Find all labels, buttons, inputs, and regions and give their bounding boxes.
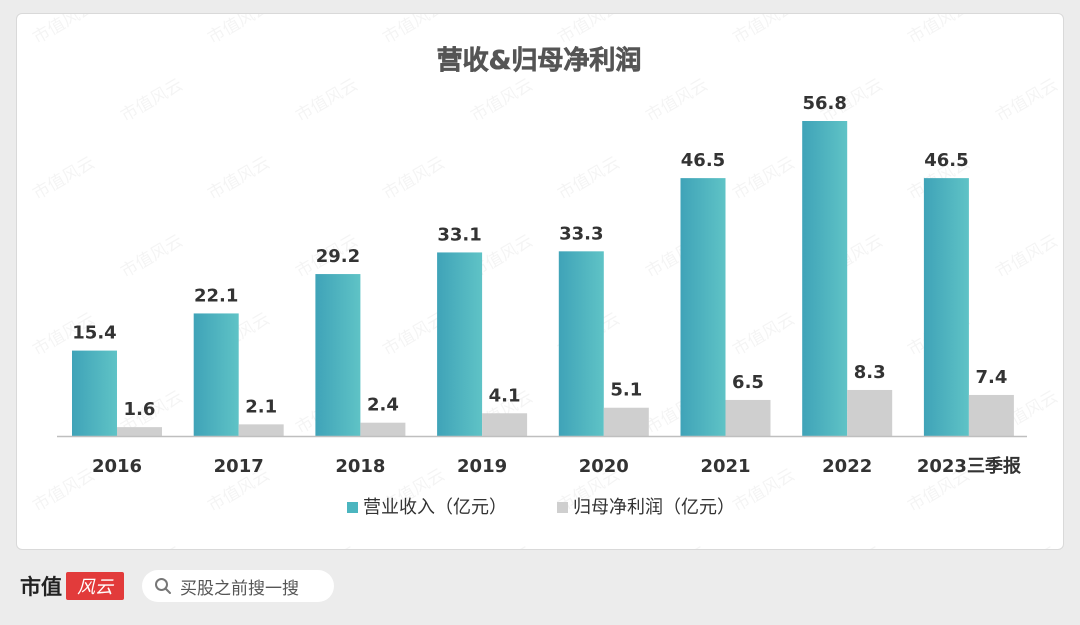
profit-data-label: 2.1 (245, 396, 277, 417)
revenue-bar (72, 350, 117, 436)
watermark-text: 市值风云 (730, 309, 799, 360)
watermark-text: 市值风云 (993, 543, 1062, 549)
watermark-text: 市值风云 (993, 75, 1062, 126)
revenue-bar (923, 178, 969, 437)
legend-label: 归母净利润（亿元） (573, 497, 735, 518)
watermark-text: 市值风云 (643, 75, 712, 126)
profit-data-label: 6.5 (732, 372, 764, 393)
watermark-text: 市值风云 (730, 14, 799, 48)
profit-bar (725, 399, 771, 436)
revenue-bar (802, 121, 848, 436)
brand-name: 市值 (20, 574, 62, 599)
search-placeholder: 买股之前搜一搜 (180, 578, 299, 599)
x-tick-label: 2023三季报 (917, 455, 1021, 477)
watermark-text: 市值风云 (555, 14, 624, 48)
x-tick-label: 2019 (457, 456, 507, 477)
watermark-text: 市值风云 (205, 14, 274, 48)
revenue-bar (558, 251, 604, 436)
watermark-text: 市值风云 (293, 75, 362, 126)
watermark-text: 市值风云 (205, 153, 274, 204)
footer-bar: 市值 风云 买股之前搜一搜 (0, 556, 1080, 625)
profit-bar (847, 389, 893, 436)
x-tick-label: 2022 (822, 456, 872, 477)
profit-bar (482, 413, 528, 436)
profit-data-label: 8.3 (854, 362, 886, 383)
profit-data-label: 2.4 (367, 395, 399, 416)
revenue-data-label: 33.1 (437, 224, 481, 245)
brand-logo[interactable]: 市值 风云 (20, 572, 124, 600)
revenue-data-label: 33.3 (559, 223, 603, 244)
watermark-text: 市值风云 (118, 543, 187, 549)
revenue-bar (193, 313, 239, 436)
watermark-text: 市值风云 (730, 153, 799, 204)
profit-data-label: 4.1 (489, 385, 521, 406)
chart-card: 市值风云 市值风云 市值风云 市值风云 市值风云 市值风云 市值风云 市值风云 市值风云 市值风云… (16, 13, 1064, 550)
profit-bar (360, 422, 406, 436)
x-tick-label: 2020 (579, 456, 629, 477)
revenue-bar (315, 274, 361, 436)
x-tick-label: 2021 (700, 456, 750, 477)
watermark-text: 市值风云 (468, 75, 537, 126)
profit-bar (117, 427, 162, 436)
legend: 营业收入（亿元） 归母净利润（亿元） (347, 497, 735, 518)
watermark-text: 市值风云 (30, 153, 99, 204)
chart-title: 营收&归母净利润 (437, 45, 642, 76)
x-tick-label: 2016 (92, 456, 142, 477)
search-icon (155, 578, 171, 594)
profit-bar (603, 407, 649, 436)
legend-swatch (347, 502, 358, 513)
profit-data-label: 5.1 (610, 380, 642, 401)
watermark-text: 市值风云 (468, 543, 537, 549)
watermark-text: 市值风云 (993, 231, 1062, 282)
watermark-text: 市值风云 (905, 14, 974, 48)
profit-bar (238, 424, 284, 436)
watermark-text: 市值风云 (380, 14, 449, 48)
revenue-data-label: 46.5 (924, 150, 968, 171)
x-tick-label: 2017 (214, 456, 264, 477)
profit-data-label: 1.6 (124, 399, 156, 420)
profit-data-label: 7.4 (975, 367, 1007, 388)
legend-swatch (557, 502, 568, 513)
watermark-text: 市值风云 (818, 543, 887, 549)
revenue-data-label: 56.8 (802, 93, 846, 114)
watermark-text: 市值风云 (118, 75, 187, 126)
legend-label: 营业收入（亿元） (363, 497, 507, 518)
x-tick-label: 2018 (335, 456, 385, 477)
revenue-data-label: 22.1 (194, 285, 238, 306)
search-bar[interactable]: 买股之前搜一搜 (142, 570, 334, 602)
revenue-bar (437, 252, 483, 436)
profit-bar (968, 394, 1014, 436)
watermark-text: 市值风云 (643, 543, 712, 549)
watermark-text: 市值风云 (380, 153, 449, 204)
x-tick-labels: 2016 2017 2018 2019 2020 2021 2022 2023三季报 (92, 455, 1021, 477)
watermark-text: 市值风云 (30, 465, 99, 516)
revenue-bar (680, 178, 726, 437)
watermark-text: 市值风云 (118, 231, 187, 282)
revenue-data-label: 29.2 (316, 246, 360, 267)
revenue-data-label: 15.4 (72, 323, 116, 344)
revenue-data-label: 46.5 (681, 150, 725, 171)
watermark-text: 市值风云 (293, 543, 362, 549)
bar-marks: 15.4 1.6 22.1 2.1 29.2 2.4 33.1 4.1 33.3 5.1 46.5 6… (72, 93, 1014, 437)
brand-seal-logo: 风云 (66, 572, 124, 600)
watermark-text: 市值风云 (555, 153, 624, 204)
watermark-text: 市值风云 (30, 14, 99, 48)
